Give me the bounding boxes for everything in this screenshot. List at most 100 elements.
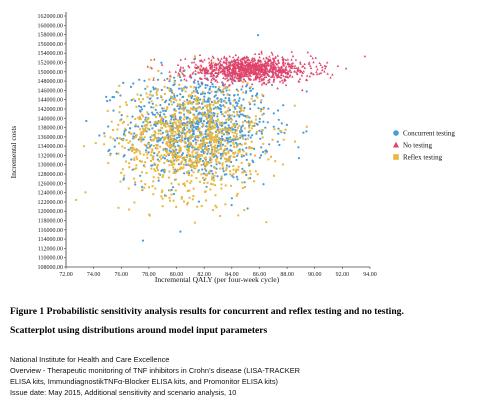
data-point: [210, 100, 213, 104]
data-point: [274, 73, 278, 76]
data-point: [227, 132, 231, 135]
data-point: [237, 168, 240, 171]
data-point: [159, 104, 162, 107]
data-point: [135, 164, 138, 167]
data-point: [173, 93, 175, 95]
data-point: [232, 137, 235, 140]
data-point: [254, 115, 257, 118]
data-point: [186, 130, 189, 133]
data-point: [169, 74, 172, 77]
data-point: [258, 79, 261, 83]
data-point: [312, 60, 315, 64]
data-point: [164, 115, 167, 118]
data-point: [189, 160, 192, 163]
legend-marker-reflex-testing: [393, 154, 399, 160]
data-point: [157, 169, 159, 172]
data-point: [297, 157, 301, 160]
data-point: [192, 195, 195, 197]
data-point: [278, 80, 282, 83]
data-point: [134, 118, 137, 120]
data-point: [289, 65, 292, 68]
data-point: [202, 120, 206, 123]
data-point: [185, 79, 188, 82]
data-point: [209, 122, 212, 125]
data-point: [195, 165, 198, 168]
data-point: [125, 101, 128, 104]
data-point: [207, 57, 210, 60]
data-point: [160, 123, 163, 126]
data-point: [242, 91, 245, 94]
data-point: [157, 179, 160, 182]
data-point: [234, 75, 237, 78]
data-point: [109, 136, 112, 139]
data-point: [214, 194, 217, 197]
data-point: [188, 144, 191, 147]
data-point: [221, 122, 224, 125]
data-point: [173, 94, 176, 97]
data-point: [186, 98, 189, 101]
data-point: [133, 132, 136, 135]
data-point: [249, 173, 252, 176]
data-point: [220, 80, 224, 84]
data-point: [245, 60, 248, 63]
data-point: [151, 185, 154, 188]
data-point: [205, 66, 208, 69]
data-point: [138, 115, 141, 118]
data-point: [196, 139, 199, 142]
data-point: [177, 125, 180, 128]
data-point: [241, 135, 244, 138]
data-point: [171, 143, 174, 146]
data-point: [143, 136, 146, 139]
data-point: [207, 132, 210, 135]
data-point: [240, 70, 243, 74]
data-point: [156, 89, 159, 92]
data-point: [233, 156, 236, 158]
data-point: [156, 97, 159, 100]
data-point: [163, 161, 166, 164]
data-point: [140, 125, 144, 128]
data-point: [134, 136, 137, 139]
data-point: [253, 66, 257, 70]
data-point: [151, 111, 154, 114]
data-point: [260, 83, 264, 86]
data-point: [143, 124, 146, 127]
data-point: [162, 174, 165, 177]
data-point: [121, 138, 124, 141]
data-point: [220, 175, 223, 178]
data-point: [208, 161, 211, 164]
data-point: [208, 88, 211, 91]
data-point: [207, 128, 209, 131]
data-point: [271, 57, 275, 60]
data-point: [172, 172, 175, 174]
data-point: [213, 99, 216, 102]
data-point: [172, 123, 175, 126]
data-point: [197, 200, 200, 203]
data-point: [240, 153, 243, 156]
data-point: [231, 114, 233, 117]
data-point: [180, 111, 183, 114]
data-point: [215, 68, 218, 71]
footer-line-1: National Institute for Health and Care E…: [10, 355, 170, 364]
data-point: [129, 148, 132, 151]
data-point: [179, 76, 182, 79]
data-point: [121, 121, 124, 124]
data-point: [144, 129, 147, 132]
data-point: [179, 166, 182, 169]
data-point: [181, 127, 184, 130]
data-point: [150, 94, 153, 97]
data-point: [321, 65, 324, 69]
data-point: [216, 157, 219, 160]
data-point: [147, 142, 150, 145]
data-point: [233, 131, 236, 134]
data-point: [252, 59, 255, 63]
data-point: [156, 120, 159, 123]
data-point: [124, 160, 127, 163]
data-point: [218, 61, 221, 64]
data-point: [199, 157, 202, 160]
data-point: [270, 155, 272, 158]
data-point: [181, 152, 184, 155]
data-point: [271, 75, 274, 78]
data-point: [208, 159, 212, 162]
data-point: [286, 76, 290, 79]
data-point: [206, 181, 209, 184]
